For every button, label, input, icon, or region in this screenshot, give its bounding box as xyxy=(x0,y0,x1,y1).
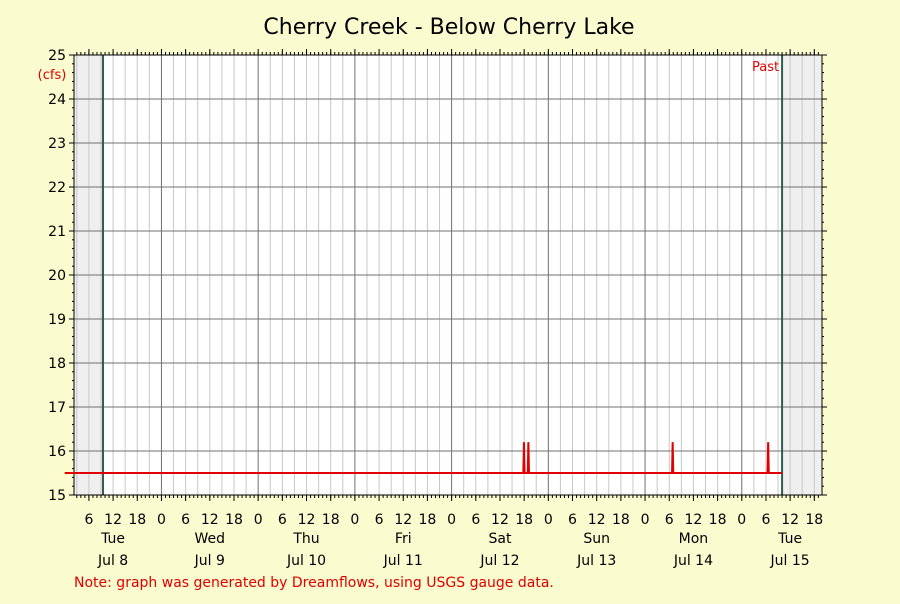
x-day-label: Thu xyxy=(292,531,319,547)
x-hour-label: 6 xyxy=(568,512,577,528)
x-date-label: Jul 8 xyxy=(97,553,128,569)
x-date-label: Jul 14 xyxy=(673,553,713,569)
y-tick-label: 23 xyxy=(48,136,66,152)
x-hour-label: 6 xyxy=(761,512,770,528)
y-tick-label: 20 xyxy=(48,268,66,284)
x-day-label: Fri xyxy=(395,531,412,547)
x-hour-label: 0 xyxy=(641,512,650,528)
y-axis-label: (cfs) xyxy=(38,68,67,83)
x-hour-label: 6 xyxy=(375,512,384,528)
x-hour-label: 18 xyxy=(612,512,630,528)
x-day-label: Tue xyxy=(100,531,125,547)
x-day-label: Sun xyxy=(583,531,610,547)
x-hour-label: 18 xyxy=(128,512,146,528)
x-hour-label: 18 xyxy=(709,512,727,528)
x-hour-label: 12 xyxy=(104,512,122,528)
x-date-label: Jul 13 xyxy=(576,553,616,569)
x-hour-label: 0 xyxy=(254,512,263,528)
x-hour-label: 12 xyxy=(298,512,316,528)
x-hour-label: 6 xyxy=(181,512,190,528)
x-hour-label: 0 xyxy=(737,512,746,528)
x-hour-label: 12 xyxy=(588,512,606,528)
x-day-label: Sat xyxy=(488,531,511,547)
x-hour-label: 0 xyxy=(157,512,166,528)
x-day-label: Mon xyxy=(679,531,709,547)
y-tick-label: 24 xyxy=(48,92,66,108)
x-date-label: Jul 12 xyxy=(479,553,519,569)
x-day-label: Tue xyxy=(777,531,802,547)
flow-series-line xyxy=(64,442,783,474)
x-day-label: Wed xyxy=(195,531,226,547)
x-hour-label: 6 xyxy=(665,512,674,528)
footer-note: Note: graph was generated by Dreamflows,… xyxy=(74,575,554,591)
y-tick-label: 22 xyxy=(48,180,66,196)
x-date-label: Jul 15 xyxy=(770,553,810,569)
y-tick-label: 15 xyxy=(48,488,66,504)
x-hour-label: 6 xyxy=(278,512,287,528)
x-hour-label: 6 xyxy=(84,512,93,528)
y-tick-label: 19 xyxy=(48,312,66,328)
y-tick-label: 21 xyxy=(48,224,66,240)
x-hour-label: 12 xyxy=(684,512,702,528)
x-hour-label: 12 xyxy=(201,512,219,528)
x-hour-label: 18 xyxy=(322,512,340,528)
x-hour-label: 12 xyxy=(781,512,799,528)
chart-title: Cherry Creek - Below Cherry Lake xyxy=(263,15,634,40)
past-label: Past xyxy=(752,60,779,75)
x-hour-label: 6 xyxy=(471,512,480,528)
x-date-label: Jul 11 xyxy=(383,553,423,569)
x-hour-label: 12 xyxy=(394,512,412,528)
y-tick-label: 18 xyxy=(48,356,66,372)
x-hour-label: 18 xyxy=(515,512,533,528)
y-tick-label: 25 xyxy=(48,48,66,64)
x-date-label: Jul 9 xyxy=(194,553,225,569)
x-hour-label: 0 xyxy=(447,512,456,528)
x-hour-label: 0 xyxy=(350,512,359,528)
x-hour-label: 18 xyxy=(805,512,823,528)
x-hour-label: 18 xyxy=(419,512,437,528)
x-hour-label: 0 xyxy=(544,512,553,528)
x-date-label: Jul 10 xyxy=(286,553,326,569)
x-hour-label: 18 xyxy=(225,512,243,528)
y-tick-label: 17 xyxy=(48,400,66,416)
y-tick-label: 16 xyxy=(48,444,66,460)
x-hour-label: 12 xyxy=(491,512,509,528)
